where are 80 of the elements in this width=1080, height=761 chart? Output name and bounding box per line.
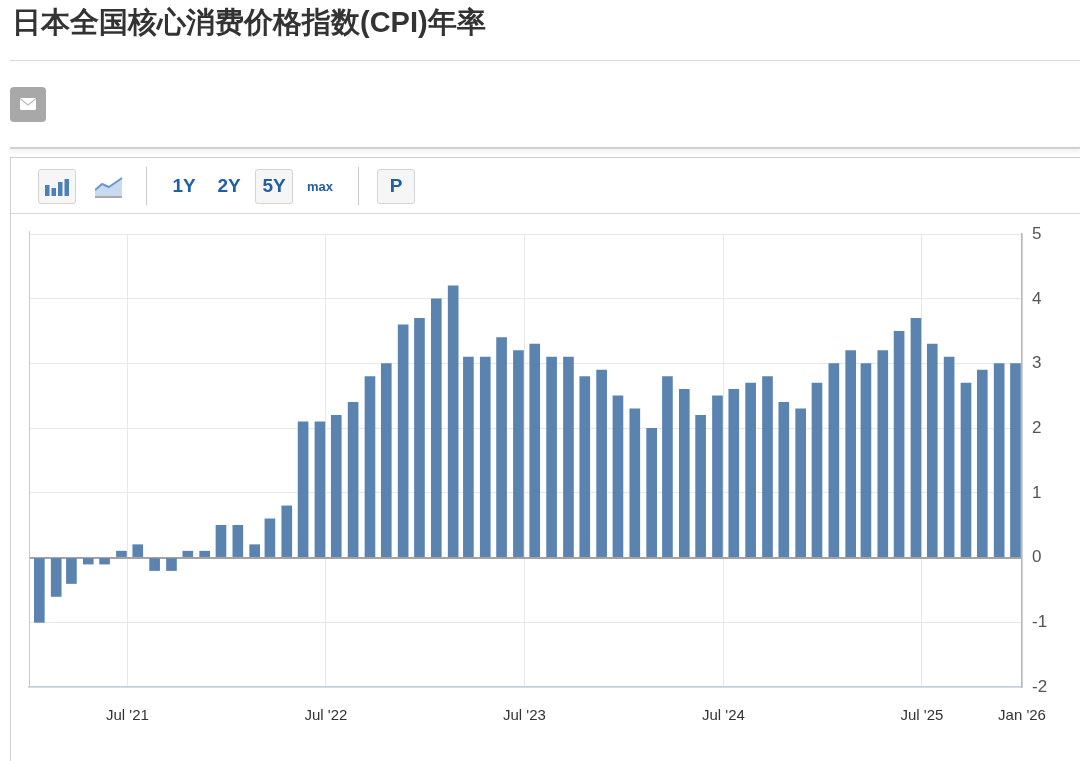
bar: [297, 421, 309, 557]
bar: [199, 550, 210, 557]
bar: [66, 558, 77, 584]
y-tick-label: 3: [1032, 353, 1042, 373]
bar: [99, 558, 110, 565]
bar: [845, 350, 857, 557]
bar: [695, 414, 706, 557]
bar: [182, 550, 194, 557]
x-tick-label: Jul '23: [502, 706, 546, 724]
bar: [778, 402, 790, 557]
y-tick-label: 4: [1032, 288, 1042, 308]
bar: [795, 408, 806, 557]
bar: [728, 389, 740, 557]
bar: [264, 518, 276, 557]
bar: [149, 558, 160, 571]
text: 2Y: [217, 175, 241, 197]
bar: [596, 369, 607, 557]
text: P: [389, 175, 403, 197]
bar: [926, 343, 938, 557]
bar: [447, 285, 459, 557]
bar: [629, 408, 641, 557]
text: max: [306, 178, 334, 196]
bar: [678, 389, 690, 557]
x-tick-label: Jul '25: [900, 706, 944, 724]
x-tick-label: Jan '26: [998, 706, 1046, 724]
bar: [496, 337, 507, 557]
bar: [993, 363, 1005, 557]
y-tick-label: 2: [1032, 417, 1042, 437]
bar: [330, 414, 342, 557]
bar: [893, 330, 905, 557]
y-tick-label: -2: [1032, 676, 1048, 696]
bar: [132, 544, 144, 557]
bar: [249, 544, 261, 557]
bar: [513, 350, 524, 557]
bar: [546, 356, 557, 557]
bar: [397, 324, 409, 557]
bar: [712, 395, 723, 557]
bar: [380, 363, 392, 557]
chart-title: 日本全国核心消费价格指数(CPI)年率: [12, 5, 486, 40]
bar: [529, 343, 541, 557]
bar: [943, 356, 955, 557]
bar: [430, 298, 442, 557]
bar: [860, 363, 872, 557]
bar: [364, 376, 376, 557]
bar: [745, 382, 756, 557]
bar: [579, 376, 591, 557]
bar: [976, 369, 988, 557]
bar: [281, 505, 293, 557]
bar: [414, 317, 425, 557]
bar: [811, 382, 823, 557]
bar: [166, 558, 177, 571]
bar: [960, 382, 972, 557]
x-tick-label: Jul '24: [702, 706, 745, 724]
bar: [563, 356, 574, 557]
text: 5Y: [262, 175, 286, 197]
bar: [34, 558, 45, 623]
y-tick-label: 1: [1032, 482, 1042, 502]
bar: [828, 363, 840, 557]
bar: [646, 427, 657, 557]
bar: [463, 356, 474, 557]
y-tick-label: 5: [1032, 223, 1042, 243]
bar: [82, 558, 94, 565]
text: 1Y: [172, 175, 196, 197]
bar: [612, 395, 624, 557]
bar: [662, 376, 673, 557]
y-tick-label: 0: [1032, 547, 1042, 567]
bar: [347, 402, 359, 557]
bar: [232, 524, 244, 557]
bar: [314, 421, 326, 557]
y-tick-label: -1: [1032, 612, 1048, 631]
bar: [910, 317, 922, 557]
bar: [877, 350, 889, 557]
bar: [116, 550, 127, 557]
x-tick-label: Jul '21: [105, 706, 149, 724]
bar: [762, 376, 773, 557]
bar: [50, 558, 62, 597]
bar: [1010, 363, 1021, 557]
x-tick-label: Jul '22: [304, 706, 348, 724]
bar: [215, 524, 227, 557]
bar: [479, 356, 491, 557]
